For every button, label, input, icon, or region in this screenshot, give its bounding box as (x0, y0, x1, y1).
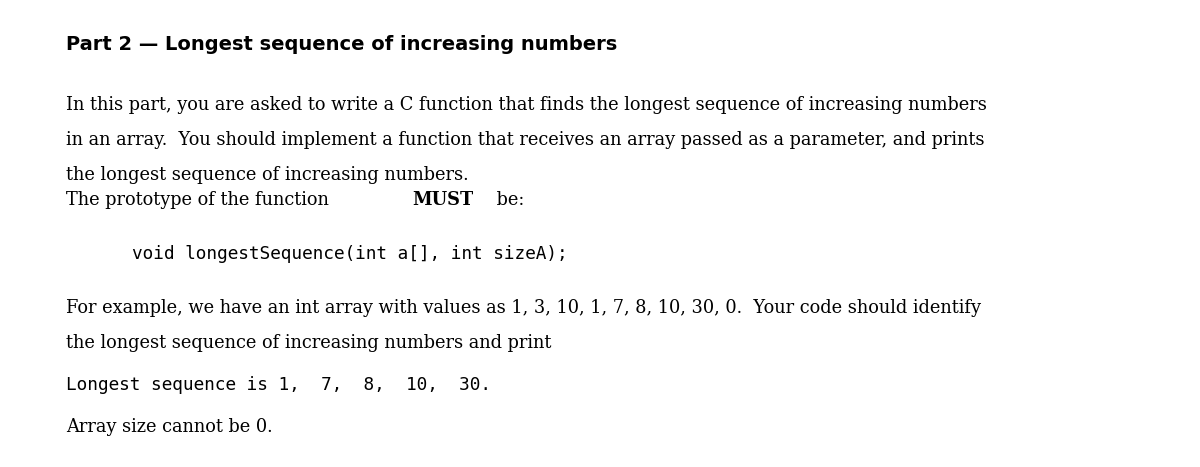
Text: For example, we have an int array with values as 1, 3, 10, 1, 7, 8, 10, 30, 0.  : For example, we have an int array with v… (66, 299, 982, 317)
Text: Part 2 — Longest sequence of increasing numbers: Part 2 — Longest sequence of increasing … (66, 35, 617, 54)
Text: the longest sequence of increasing numbers.: the longest sequence of increasing numbe… (66, 166, 469, 184)
Text: void longestSequence(int a[], int sizeA);: void longestSequence(int a[], int sizeA)… (132, 245, 568, 263)
Text: the longest sequence of increasing numbers and print: the longest sequence of increasing numbe… (66, 334, 551, 352)
Text: in an array.  You should implement a function that receives an array passed as a: in an array. You should implement a func… (66, 131, 984, 149)
Text: MUST: MUST (413, 191, 474, 210)
Text: be:: be: (491, 191, 524, 210)
Text: The prototype of the function: The prototype of the function (66, 191, 335, 210)
Text: Longest sequence is 1,  7,  8,  10,  30.: Longest sequence is 1, 7, 8, 10, 30. (66, 376, 491, 394)
Text: In this part, you are asked to write a C function that finds the longest sequenc: In this part, you are asked to write a C… (66, 96, 986, 114)
Text: Array size cannot be 0.: Array size cannot be 0. (66, 418, 272, 436)
